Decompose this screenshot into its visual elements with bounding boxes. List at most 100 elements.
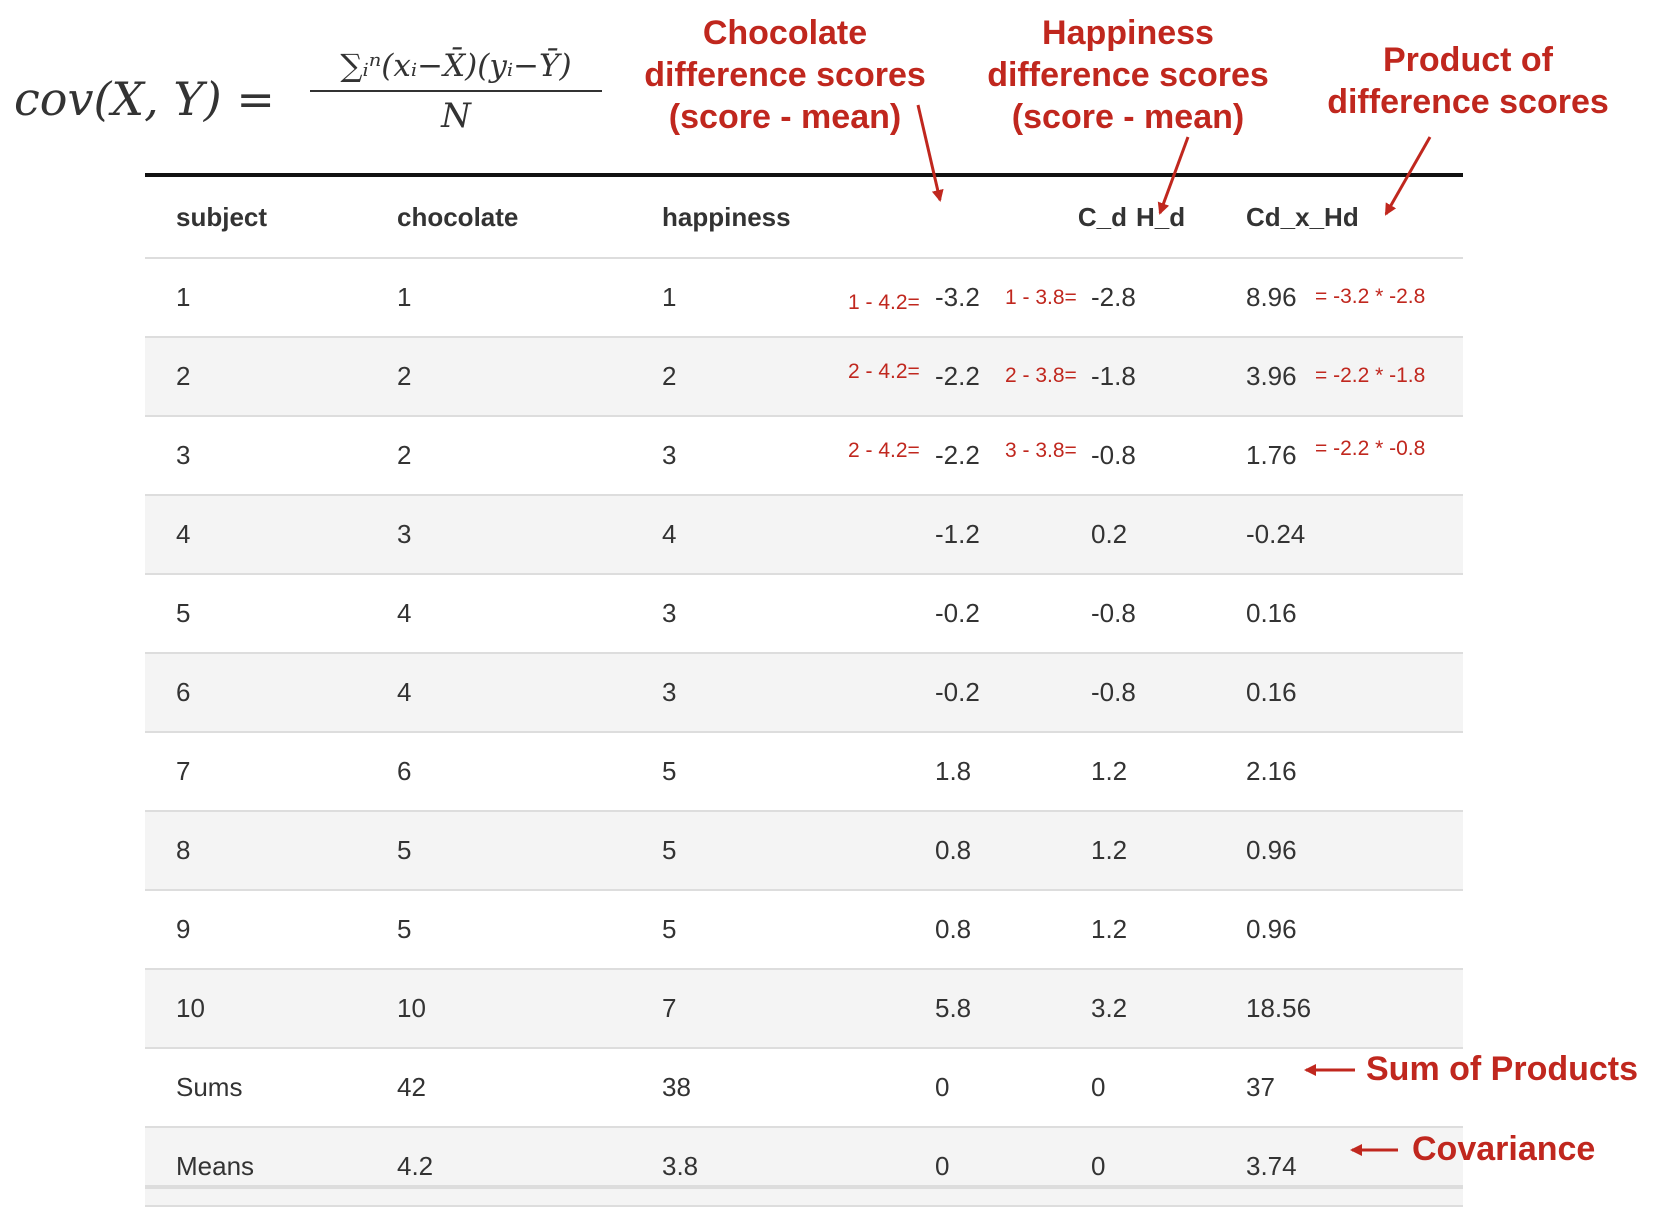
cell-c-d: 5.8	[935, 993, 972, 1023]
cell-chocolate: 4.2	[397, 1151, 434, 1181]
table-row: 10 10 7 5.8 3.2 18.56	[145, 970, 1463, 1049]
header-c-d: C_d	[935, 177, 1135, 257]
cell-h-d: 1.2	[1091, 914, 1128, 944]
calc-note-hd: 1 - 3.8=	[1005, 286, 1077, 309]
cell-c-d: 0	[935, 1072, 950, 1102]
cell-c-d: -2.2	[935, 361, 980, 391]
cell-cd-x-hd: 1.76	[1246, 440, 1297, 470]
cell-chocolate: 5	[397, 835, 412, 865]
table-row: 5 4 3 -0.2 -0.8 0.16	[145, 575, 1463, 654]
cell-chocolate: 42	[397, 1072, 426, 1102]
table-header-row: subject chocolate happiness C_d H_d Cd_x…	[145, 177, 1463, 259]
table-row: 1 1 1 -3.2 -2.8 8.96 1 - 4.2= 1 - 3.8= = -3.2 * …	[145, 259, 1463, 338]
calc-note-hd: 2 - 3.8=	[1005, 364, 1077, 387]
sum-of-products-annotation: Sum of Products	[1366, 1050, 1639, 1088]
header-cd-x-hd: Cd_x_Hd	[1246, 201, 1359, 232]
cell-subject: Means	[176, 1151, 255, 1181]
cell-happiness: 38	[662, 1072, 691, 1102]
cell-c-d: 0	[935, 1151, 950, 1181]
calc-note-cd: 2 - 4.2=	[848, 439, 920, 462]
cell-h-d: -2.8	[1091, 282, 1136, 312]
cell-c-d: 0.8	[935, 835, 972, 865]
cell-chocolate: 3	[397, 519, 412, 549]
calc-note-prod: = -2.2 * -1.8	[1315, 364, 1426, 387]
table-row: 9 5 5 0.8 1.2 0.96	[145, 891, 1463, 970]
cell-happiness: 5	[662, 835, 677, 865]
cell-h-d: -0.8	[1091, 677, 1136, 707]
formula-fraction: ∑ᵢⁿ(xᵢ−X̄)(yᵢ−Ȳ) N	[306, 42, 606, 140]
cell-cd-x-hd: 0.16	[1246, 598, 1297, 628]
happiness-arrow	[1157, 136, 1190, 215]
table-bottom-rule	[145, 1185, 1463, 1189]
cell-c-d: 0.8	[935, 914, 972, 944]
cell-happiness: 3.8	[662, 1151, 699, 1181]
chocolate-arrow	[916, 104, 944, 202]
calc-note-cd: 2 - 4.2=	[848, 360, 920, 383]
table-row: Sums 42 38 0 0 37	[145, 1049, 1463, 1128]
happiness-annotation-line-3: (score - mean)	[1011, 98, 1245, 136]
cell-c-d: -2.2	[935, 440, 980, 470]
table-row: 7 6 5 1.8 1.2 2.16	[145, 733, 1463, 812]
cell-happiness: 4	[662, 519, 677, 549]
chocolate-annotation-line-2: difference scores	[644, 56, 926, 94]
cell-h-d: 3.2	[1091, 993, 1128, 1023]
cell-happiness: 1	[662, 282, 677, 312]
cell-chocolate: 2	[397, 440, 412, 470]
chocolate-annotation-line-1: Chocolate	[702, 14, 868, 52]
cell-cd-x-hd: -0.24	[1246, 519, 1306, 549]
covariance-annotation: Covariance	[1412, 1130, 1596, 1168]
cell-cd-x-hd: 3.74	[1246, 1151, 1297, 1181]
cell-h-d: 0	[1091, 1072, 1106, 1102]
cell-subject: 7	[176, 756, 191, 786]
cell-cd-x-hd: 18.56	[1246, 993, 1312, 1023]
cell-h-d: 0	[1091, 1151, 1106, 1181]
cell-subject: 5	[176, 598, 191, 628]
table-row: 8 5 5 0.8 1.2 0.96	[145, 812, 1463, 891]
cell-chocolate: 10	[397, 993, 426, 1023]
cell-happiness: 3	[662, 677, 677, 707]
cell-chocolate: 1	[397, 282, 412, 312]
cell-happiness: 3	[662, 440, 677, 470]
header-c-d-label: C_d	[1077, 201, 1127, 232]
cell-c-d: -0.2	[935, 598, 980, 628]
cell-subject: Sums	[176, 1072, 243, 1102]
cell-cd-x-hd: 2.16	[1246, 756, 1297, 786]
cell-cd-x-hd: 3.96	[1246, 361, 1297, 391]
cell-subject: 1	[176, 282, 191, 312]
header-happiness: happiness	[662, 201, 791, 232]
header-subject: subject	[176, 201, 268, 232]
cell-chocolate: 6	[397, 756, 412, 786]
chocolate-annotation-line-3: (score - mean)	[668, 98, 902, 136]
calc-note-prod: = -3.2 * -2.8	[1315, 285, 1426, 308]
cell-cd-x-hd: 0.96	[1246, 914, 1297, 944]
cell-subject: 8	[176, 835, 191, 865]
cell-subject: 10	[176, 993, 205, 1023]
cell-happiness: 5	[662, 756, 677, 786]
cell-subject: 6	[176, 677, 191, 707]
cell-h-d: -1.8	[1091, 361, 1136, 391]
cell-happiness: 3	[662, 598, 677, 628]
cell-h-d: 0.2	[1091, 519, 1128, 549]
cell-subject: 3	[176, 440, 191, 470]
cell-c-d: 1.8	[935, 756, 972, 786]
formula-denominator: N	[441, 96, 471, 136]
product-annotation: Product of difference scores	[1318, 39, 1618, 123]
calc-note-cd: 1 - 4.2=	[848, 291, 920, 314]
product-annotation-line-2: difference scores	[1327, 83, 1609, 121]
formula-lhs: cov(X, Y) =	[14, 72, 275, 126]
cell-h-d: 1.2	[1091, 756, 1128, 786]
header-chocolate: chocolate	[397, 201, 519, 232]
cell-h-d: -0.8	[1091, 598, 1136, 628]
cell-chocolate: 2	[397, 361, 412, 391]
cell-happiness: 5	[662, 914, 677, 944]
cell-subject: 2	[176, 361, 191, 391]
cell-happiness: 2	[662, 361, 677, 391]
cell-chocolate: 4	[397, 677, 412, 707]
table-row: 4 3 4 -1.2 0.2 -0.24	[145, 496, 1463, 575]
cell-h-d: 1.2	[1091, 835, 1128, 865]
cell-subject: 9	[176, 914, 191, 944]
cell-cd-x-hd: 0.96	[1246, 835, 1297, 865]
calc-note-prod: = -2.2 * -0.8	[1315, 437, 1426, 460]
formula-numerator: ∑ᵢⁿ(xᵢ−X̄)(yᵢ−Ȳ)	[340, 48, 572, 84]
